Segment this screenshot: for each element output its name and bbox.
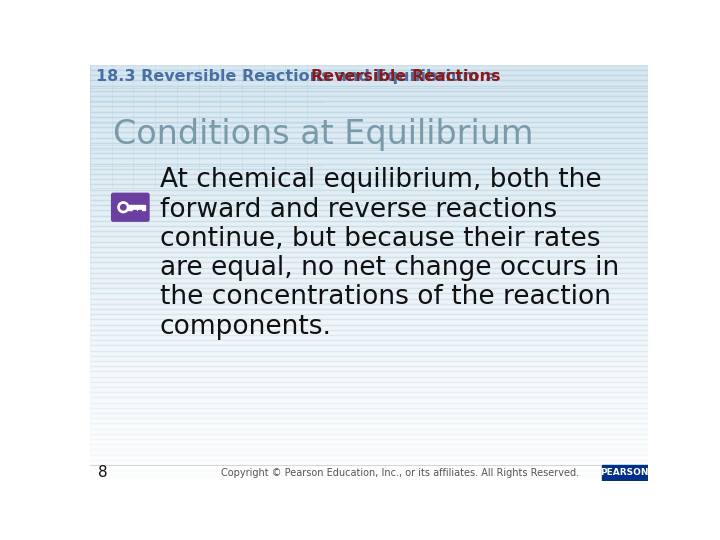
Text: Conditions at Equilibrium: Conditions at Equilibrium (113, 118, 534, 151)
Bar (90, 168, 648, 174)
Bar (90, 127, 648, 132)
Bar (90, 320, 648, 325)
Bar (132, 210, 136, 213)
Bar (90, 164, 648, 168)
Bar (90, 309, 648, 314)
Bar (90, 470, 648, 475)
Bar (90, 106, 648, 112)
Text: forward and reverse reactions: forward and reverse reactions (160, 197, 557, 222)
Bar (90, 340, 648, 346)
Bar (90, 257, 648, 262)
Bar (90, 132, 648, 138)
Bar (90, 429, 648, 434)
Bar (90, 241, 648, 247)
Bar (90, 387, 648, 392)
Bar (90, 460, 648, 465)
Bar (90, 475, 648, 481)
Bar (90, 325, 648, 330)
Text: Copyright © Pearson Education, Inc., or its affiliates. All Rights Reserved.: Copyright © Pearson Education, Inc., or … (221, 468, 579, 478)
Bar (90, 278, 648, 283)
Bar (90, 221, 648, 226)
Bar (90, 346, 648, 350)
Bar (90, 211, 648, 215)
Bar (90, 314, 648, 320)
Text: components.: components. (160, 314, 332, 340)
Bar (90, 122, 648, 127)
Bar (90, 138, 648, 143)
Bar (90, 231, 648, 237)
Bar (90, 75, 648, 80)
Bar (90, 205, 648, 211)
Bar (90, 143, 648, 148)
Bar (90, 96, 648, 101)
Text: are equal, no net change occurs in: are equal, no net change occurs in (160, 255, 619, 281)
Bar (90, 283, 648, 288)
Bar (90, 252, 648, 257)
Bar (90, 444, 648, 449)
Text: the concentrations of the reaction: the concentrations of the reaction (160, 285, 611, 310)
Bar (90, 366, 648, 372)
Bar (601, 465, 648, 481)
Circle shape (118, 202, 129, 213)
Bar (90, 392, 648, 397)
Bar (90, 158, 648, 164)
Bar (90, 190, 648, 195)
Bar (90, 356, 648, 361)
Bar (90, 455, 648, 460)
Bar (128, 205, 145, 210)
Bar (90, 267, 648, 273)
Bar (90, 80, 648, 85)
Bar (90, 195, 648, 200)
Bar (90, 418, 648, 423)
Bar (90, 65, 648, 70)
Bar (90, 112, 648, 117)
Bar (90, 465, 648, 470)
Bar (90, 372, 648, 377)
Text: continue, but because their rates: continue, but because their rates (160, 226, 600, 252)
Bar (90, 304, 648, 309)
Bar (90, 91, 648, 96)
Bar (90, 449, 648, 455)
Text: At chemical equilibrium, both the: At chemical equilibrium, both the (160, 167, 601, 193)
Text: 18.3 Reversible Reactions and Equilibrium >: 18.3 Reversible Reactions and Equilibriu… (96, 69, 504, 84)
Bar (90, 434, 648, 439)
Bar (90, 148, 648, 153)
Bar (90, 288, 648, 294)
Bar (138, 210, 141, 213)
Bar (90, 403, 648, 408)
Bar (90, 413, 648, 418)
Bar (90, 397, 648, 403)
Bar (90, 377, 648, 382)
Bar (90, 179, 648, 184)
Bar (90, 423, 648, 429)
Bar (90, 382, 648, 387)
Bar (90, 101, 648, 106)
Bar (90, 153, 648, 158)
FancyBboxPatch shape (111, 193, 150, 222)
Bar (90, 174, 648, 179)
Circle shape (121, 205, 126, 210)
Text: PEARSON: PEARSON (600, 468, 649, 477)
Bar (90, 262, 648, 267)
Bar (90, 335, 648, 340)
Bar (90, 237, 648, 241)
Text: 8: 8 (98, 465, 107, 481)
Bar (90, 117, 648, 122)
Bar (90, 215, 648, 221)
Bar (90, 439, 648, 444)
Bar (90, 184, 648, 190)
Bar (90, 361, 648, 366)
Bar (90, 299, 648, 304)
Bar (90, 330, 648, 335)
Bar (90, 226, 648, 231)
Bar (90, 70, 648, 75)
Bar (90, 408, 648, 413)
Bar (90, 200, 648, 205)
Bar (90, 85, 648, 91)
Bar (90, 294, 648, 299)
Bar (90, 273, 648, 278)
Bar (90, 247, 648, 252)
Bar (90, 350, 648, 356)
Text: Reversible Reactions: Reversible Reactions (311, 69, 500, 84)
